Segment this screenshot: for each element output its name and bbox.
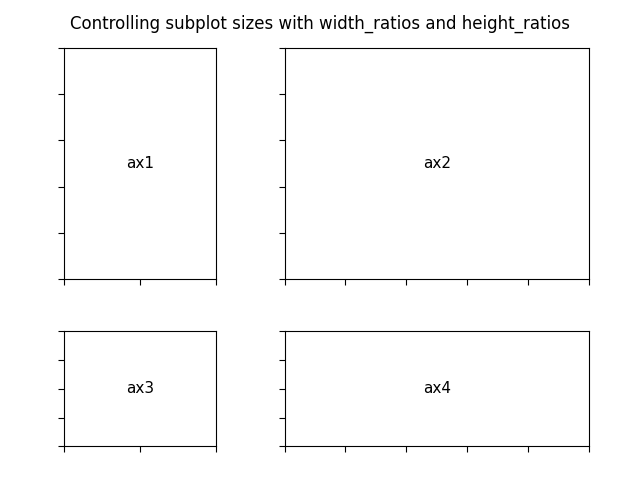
Text: ax3: ax3: [126, 381, 154, 396]
Text: ax2: ax2: [422, 156, 451, 171]
Text: Controlling subplot sizes with width_ratios and height_ratios: Controlling subplot sizes with width_rat…: [70, 14, 570, 33]
Text: ax4: ax4: [422, 381, 451, 396]
Text: ax1: ax1: [126, 156, 154, 171]
